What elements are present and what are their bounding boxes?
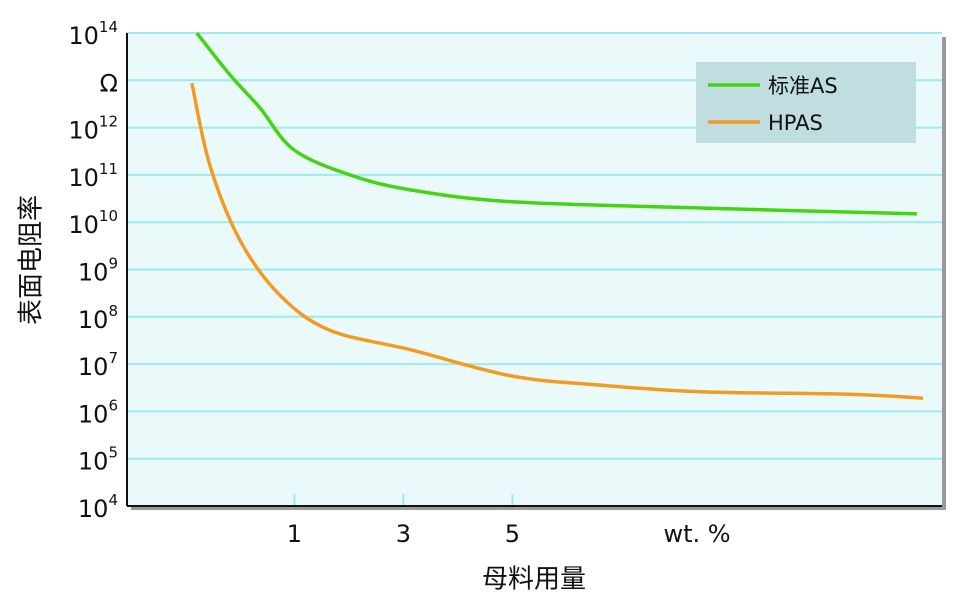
y-tick-base: 10: [78, 306, 109, 334]
y-tick-base: 10: [78, 353, 109, 381]
y-tick-base: 10: [78, 259, 109, 287]
y-axis-label: 表面电阻率: [17, 195, 47, 325]
legend-label: HPAS: [768, 111, 823, 135]
y-tick-label: 109: [78, 254, 118, 287]
y-tick-exponent: 4: [108, 491, 118, 509]
y-tick-exponent: 11: [99, 159, 118, 177]
line-series: [190, 82, 924, 400]
x-tick-label: 5: [505, 520, 520, 548]
line-series: [195, 31, 917, 216]
y-tick-label: 1012: [68, 112, 118, 145]
y-tick-label: 1010: [68, 207, 118, 240]
y-tick-base: 10: [78, 448, 109, 476]
y-tick-base: 10: [68, 117, 99, 145]
y-tick-label: Ω: [100, 69, 118, 97]
y-tick-exponent: 7: [108, 349, 118, 367]
y-tick-base: Ω: [100, 69, 118, 97]
legend-box: [696, 62, 916, 143]
y-tick-label: 105: [78, 443, 118, 476]
y-tick-base: 10: [78, 495, 109, 523]
y-tick-label: 104: [78, 491, 118, 524]
legend: 标准AS HPAS: [696, 62, 916, 143]
y-tick-label: 1011: [68, 159, 118, 192]
y-tick-exponent: 6: [108, 396, 118, 414]
y-tick-base: 10: [68, 22, 99, 50]
y-tick-label: 107: [78, 349, 118, 382]
y-tick-exponent: 14: [99, 18, 118, 36]
y-tick-exponent: 9: [108, 254, 118, 272]
y-tick-exponent: 5: [108, 443, 118, 461]
y-tick-base: 10: [78, 400, 109, 428]
y-tick-exponent: 10: [99, 207, 118, 225]
legend-label: 标准AS: [768, 74, 838, 98]
y-tick-exponent: 12: [99, 112, 118, 130]
x-unit: wt. %: [663, 520, 730, 548]
x-axis-label: 母料用量: [482, 565, 586, 595]
y-tick-label: 108: [78, 301, 118, 334]
y-tick-label: 1014: [68, 18, 118, 51]
marks: [190, 31, 924, 400]
y-tick-label: 106: [78, 396, 118, 429]
y-tick-exponent: 8: [108, 301, 118, 319]
y-tick-base: 10: [68, 211, 99, 239]
x-tick-label: 3: [396, 520, 411, 548]
y-tick-base: 10: [68, 164, 99, 192]
x-tick-label: 1: [287, 520, 302, 548]
